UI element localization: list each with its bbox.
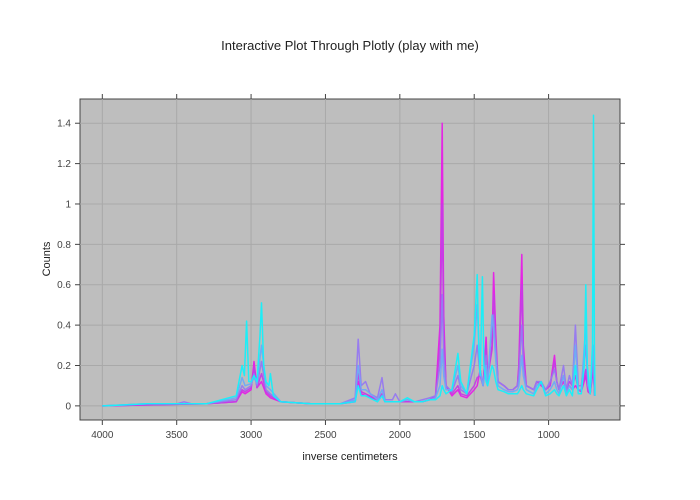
y-axis: 0 0.2 0.4 0.6 0.8 1 1.2 1.4	[57, 119, 625, 412]
y-tick-label: 0.2	[57, 361, 71, 372]
x-tick-label: 1000	[537, 430, 560, 441]
x-axis: 4000 3500 3000 2500 2000 1500 1000	[91, 94, 560, 441]
series-line[interactable]	[102, 294, 596, 407]
y-tick-label: 0.8	[57, 240, 71, 251]
x-tick-label: 1500	[463, 430, 486, 441]
y-tick-label: 1	[65, 199, 71, 210]
x-tick-label: 4000	[91, 430, 114, 441]
x-tick-label: 3500	[166, 430, 189, 441]
series-line[interactable]	[102, 114, 596, 407]
x-tick-label: 2000	[389, 430, 412, 441]
x-axis-label: inverse centimeters	[302, 451, 398, 463]
plot-area[interactable]	[79, 98, 621, 421]
x-tick-label: 3000	[240, 430, 263, 441]
series-group	[102, 114, 596, 407]
y-tick-label: 0.6	[57, 280, 71, 291]
chart-title: Interactive Plot Through Plotly (play wi…	[221, 38, 479, 53]
y-tick-label: 0.4	[57, 321, 71, 332]
y-tick-label: 0	[65, 401, 71, 412]
x-tick-label: 2500	[314, 430, 337, 441]
y-axis-label: Counts	[41, 241, 53, 276]
grid	[80, 99, 620, 420]
y-tick-label: 1.4	[57, 119, 71, 130]
y-tick-label: 1.2	[57, 159, 71, 170]
